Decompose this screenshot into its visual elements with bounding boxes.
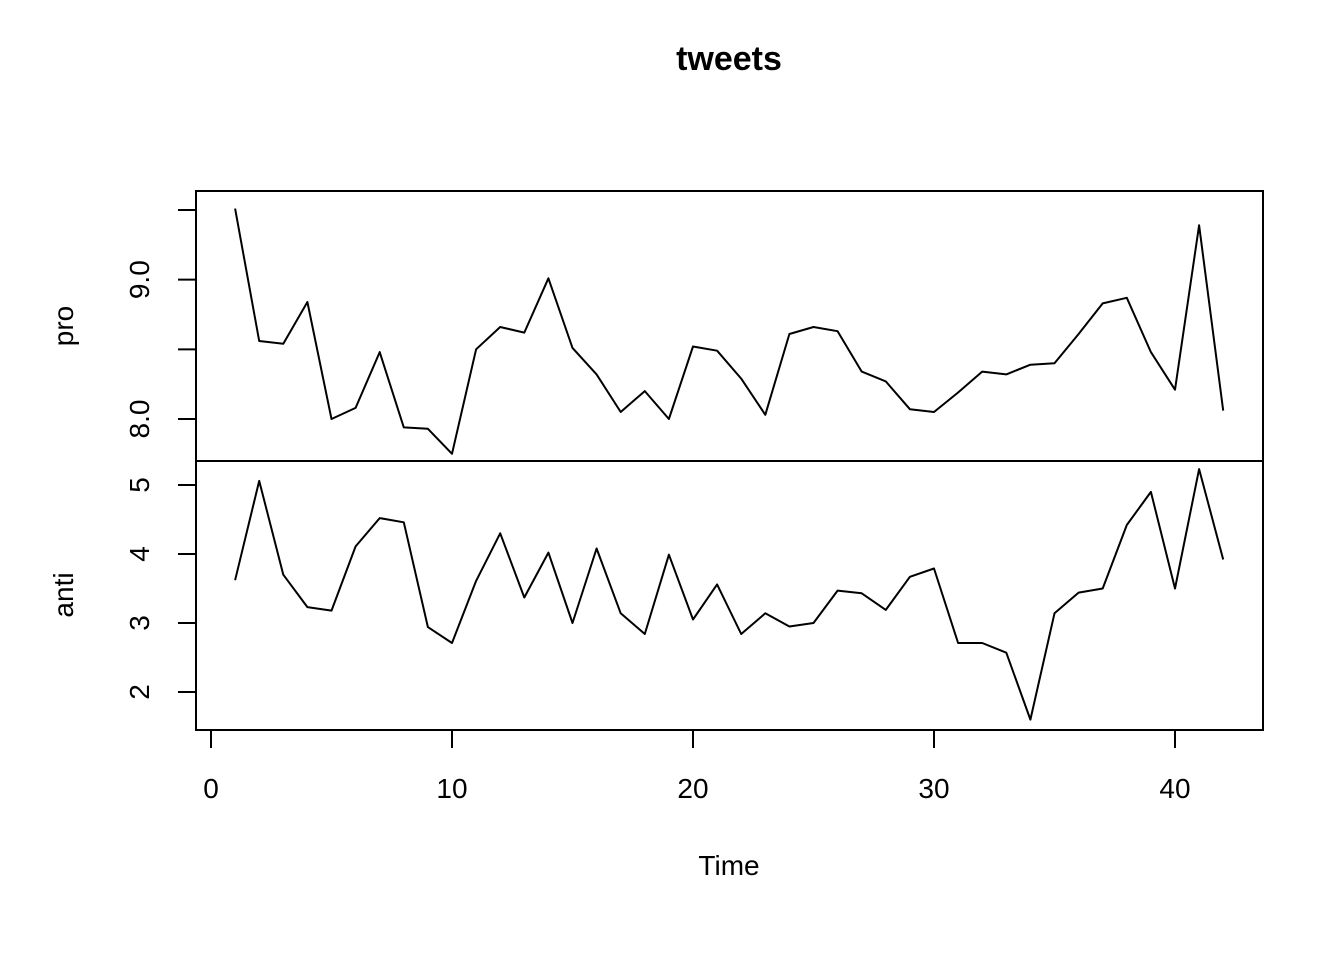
x-axis: 0 10 20 30 40 xyxy=(203,729,1191,804)
panel-anti-ylabel: anti xyxy=(48,572,79,617)
x-tick-label-3: 30 xyxy=(918,773,949,804)
x-tick-label-0: 0 xyxy=(203,773,219,804)
panel-anti-y-axis: 2 3 4 5 xyxy=(124,477,196,700)
y-tick-label-anti-1: 3 xyxy=(124,615,155,631)
panel-anti: anti 2 3 4 5 xyxy=(48,460,1264,731)
series-line-pro xyxy=(234,208,1225,455)
panel-pro-ylabel: pro xyxy=(48,306,79,346)
x-axis-label: Time xyxy=(698,850,759,881)
y-tick-label-pro-2: 9.0 xyxy=(124,260,155,299)
panel-anti-frame xyxy=(195,460,1264,731)
panel-pro-y-axis: 8.0 9.0 xyxy=(124,209,196,439)
x-tick-label-4: 40 xyxy=(1159,773,1190,804)
y-tick-label-anti-0: 2 xyxy=(124,684,155,700)
series-line-anti xyxy=(234,468,1225,721)
panel-pro-frame xyxy=(195,190,1264,462)
x-tick-label-1: 10 xyxy=(436,773,467,804)
y-tick-label-anti-2: 4 xyxy=(124,546,155,562)
chart-title: tweets xyxy=(676,40,782,78)
panel-pro: pro 8.0 9.0 xyxy=(48,190,1264,462)
x-tick-label-2: 20 xyxy=(677,773,708,804)
y-tick-label-anti-3: 5 xyxy=(124,477,155,493)
y-tick-label-pro-0: 8.0 xyxy=(124,400,155,439)
